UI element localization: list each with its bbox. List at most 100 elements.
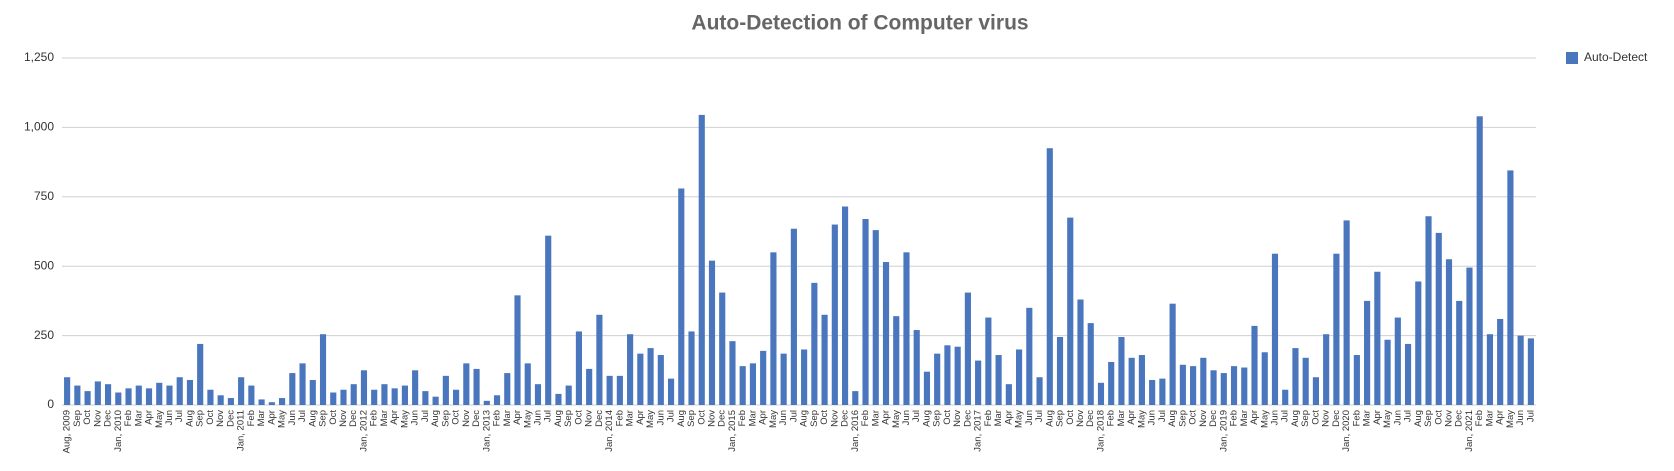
- x-tick-label: Jun: [655, 410, 666, 425]
- y-tick-label: 500: [34, 258, 54, 272]
- x-tick-label: Apr: [1249, 410, 1260, 425]
- x-tick-label: Dec: [471, 410, 482, 427]
- bar: [258, 399, 265, 405]
- bar: [760, 350, 767, 405]
- x-tick-label: Jun: [410, 410, 421, 425]
- bar: [616, 375, 623, 405]
- bar: [360, 370, 368, 405]
- bar: [862, 219, 869, 405]
- bar: [534, 384, 542, 405]
- x-tick-label: Nov: [92, 410, 103, 427]
- bar: [1404, 343, 1412, 405]
- bar: [821, 314, 828, 405]
- bar: [371, 389, 378, 405]
- bar: [1169, 303, 1176, 405]
- bar: [1486, 334, 1494, 405]
- bar: [627, 334, 634, 405]
- bar: [565, 385, 572, 405]
- x-tick-label: Oct: [1310, 410, 1321, 425]
- x-tick-label: Oct: [1065, 410, 1076, 425]
- bar: [94, 381, 101, 405]
- x-tick-label: Apr: [1372, 410, 1383, 425]
- bar: [1323, 334, 1330, 405]
- x-tick-label: Feb: [860, 410, 871, 426]
- x-tick-label: Oct: [451, 410, 462, 425]
- x-tick-label: Feb: [614, 410, 625, 426]
- bar: [504, 373, 511, 405]
- bar: [248, 385, 255, 405]
- bar: [647, 348, 654, 405]
- bar: [176, 377, 183, 405]
- x-tick-label: Jul: [1157, 410, 1168, 422]
- bar: [483, 400, 490, 405]
- x-tick-label: Sep: [318, 410, 329, 427]
- bar: [790, 228, 797, 405]
- x-tick-label: Aug: [1167, 410, 1178, 427]
- y-tick-label: 250: [34, 328, 54, 342]
- bar: [801, 349, 808, 405]
- x-tick-label: Oct: [942, 410, 953, 425]
- x-tick-label: Nov: [338, 410, 349, 427]
- bar: [882, 262, 890, 405]
- x-tick-label: Jun: [164, 410, 175, 425]
- bar: [729, 341, 736, 405]
- x-tick-label: Jan, 2016: [850, 410, 861, 452]
- bar: [934, 353, 941, 405]
- bar: [749, 363, 757, 405]
- x-tick-label: Oct: [696, 410, 707, 425]
- bar: [493, 395, 501, 405]
- bar: [1445, 259, 1453, 405]
- bar: [207, 389, 214, 405]
- x-tick-label: Nov: [1198, 410, 1209, 427]
- bar: [944, 345, 951, 405]
- bar: [596, 314, 603, 405]
- bar: [1067, 217, 1074, 405]
- bar: [688, 331, 695, 405]
- bar: [657, 355, 664, 405]
- x-tick-label: Jan, 2010: [113, 410, 124, 452]
- x-tick-label: Nov: [1444, 410, 1455, 427]
- bar: [463, 363, 470, 405]
- bar: [923, 371, 931, 405]
- x-tick-label: Dec: [840, 410, 851, 427]
- x-tick-label: Mar: [870, 410, 881, 426]
- x-tick-label: Nov: [215, 410, 226, 427]
- x-tick-label: Nov: [1075, 410, 1086, 427]
- x-tick-label: Aug, 2009: [62, 410, 73, 453]
- bar: [1220, 373, 1227, 405]
- bar: [279, 398, 286, 405]
- x-tick-label: Sep: [686, 410, 697, 427]
- y-tick-label: 1,000: [24, 120, 54, 134]
- bar: [350, 384, 357, 405]
- bar: [1087, 323, 1094, 405]
- bar: [299, 363, 306, 405]
- x-tick-label: Dec: [225, 410, 236, 427]
- bar: [453, 389, 460, 405]
- x-tick-label: Mar: [256, 410, 267, 426]
- bar: [1374, 271, 1381, 405]
- bar: [852, 391, 859, 405]
- bar: [74, 385, 81, 405]
- bar: [811, 282, 818, 405]
- bar: [637, 353, 644, 405]
- x-tick-label: Jan, 2014: [604, 410, 615, 452]
- x-tick-label: Mar: [1484, 410, 1495, 426]
- bar: [954, 346, 961, 405]
- bar: [84, 391, 91, 405]
- bar: [1312, 377, 1319, 405]
- x-tick-label: Mar: [747, 410, 758, 426]
- x-tick-label: Feb: [492, 410, 503, 426]
- x-tick-label: May: [1014, 410, 1025, 428]
- x-tick-label: Jul: [666, 410, 677, 422]
- x-tick-label: Sep: [1423, 410, 1434, 427]
- x-tick-label: Nov: [584, 410, 595, 427]
- bar: [1118, 336, 1125, 405]
- bar: [64, 377, 71, 405]
- x-tick-label: Mar: [1239, 410, 1250, 426]
- legend-swatch: [1566, 52, 1578, 64]
- x-tick-label: Apr: [266, 410, 277, 425]
- x-tick-label: May: [768, 410, 779, 428]
- bar: [1292, 348, 1299, 405]
- bar: [555, 393, 562, 405]
- x-tick-label: Jan, 2011: [236, 410, 247, 451]
